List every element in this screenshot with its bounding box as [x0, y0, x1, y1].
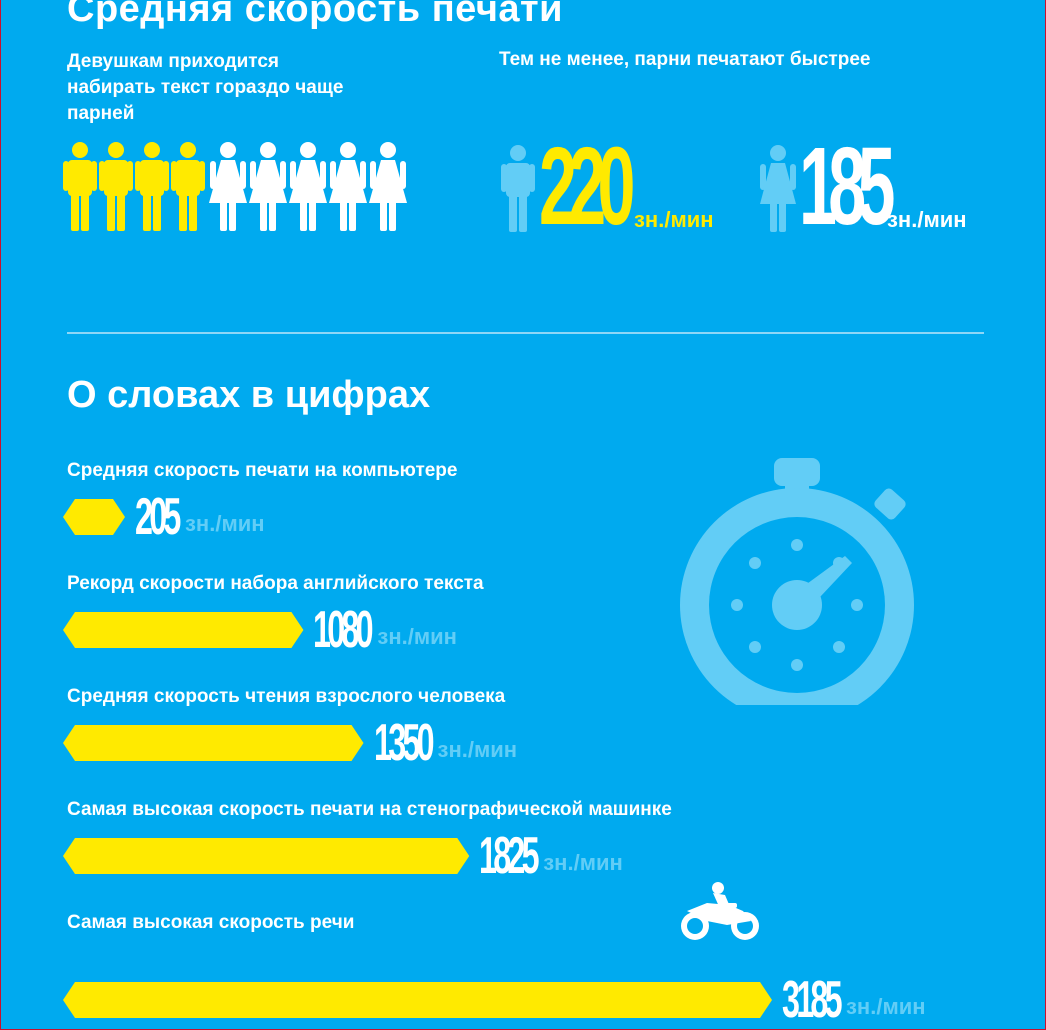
bar-unit: зн./мин [185, 511, 265, 536]
female-speed-value: 185 [799, 125, 895, 248]
male-icon [501, 145, 535, 232]
woman-icon [209, 142, 247, 231]
people-row [63, 141, 423, 236]
bar-value: 3185 [782, 971, 843, 1029]
male-speed-unit: зн./мин [634, 207, 714, 232]
section-divider [67, 332, 984, 334]
bar-unit: зн./мин [377, 624, 457, 649]
man-icon [135, 142, 169, 231]
man-icon [63, 142, 97, 231]
bar [63, 982, 772, 1018]
bar-value: 1080 [313, 601, 374, 659]
bar-unit: зн./мин [543, 850, 623, 875]
bar [63, 612, 304, 648]
bar-unit: зн./мин [437, 737, 518, 762]
woman-icon [289, 142, 327, 231]
page-title: Средняя скорость печати [67, 0, 564, 30]
bar-value: 1825 [479, 827, 540, 885]
bar-label: Рекорд скорости набора английского текст… [67, 573, 484, 594]
bar-label: Средняя скорость чтения взрослого челове… [67, 686, 506, 707]
bar-value: 1350 [373, 714, 435, 772]
female-icon [760, 145, 796, 232]
people-icons [63, 142, 407, 231]
female-speed-unit: зн./мин [887, 207, 967, 232]
intro-right-text: Тем не менее, парни печатают быстрее [499, 49, 871, 70]
man-icon [99, 142, 133, 231]
bar [63, 499, 125, 535]
bar [63, 725, 364, 761]
stopwatch-icon [680, 458, 914, 705]
bar-unit: зн./мин [846, 994, 926, 1019]
bar [63, 838, 470, 874]
bar-label: Средняя скорость печати на компьютере [67, 460, 458, 481]
man-icon [171, 142, 205, 231]
motorcycle-icon [681, 882, 759, 940]
woman-icon [249, 142, 287, 231]
male-speed-value: 220 [539, 125, 635, 248]
bar-label: Самая высокая скорость речи [67, 912, 355, 933]
woman-icon [329, 142, 367, 231]
section-title: О словах в цифрах [67, 374, 431, 416]
intro-left-text: Девушкам приходится набирать текст гораз… [67, 51, 344, 124]
bar-value: 205 [135, 488, 181, 546]
woman-icon [369, 142, 407, 231]
bar-label: Самая высокая скорость печати на стеногр… [67, 799, 672, 820]
